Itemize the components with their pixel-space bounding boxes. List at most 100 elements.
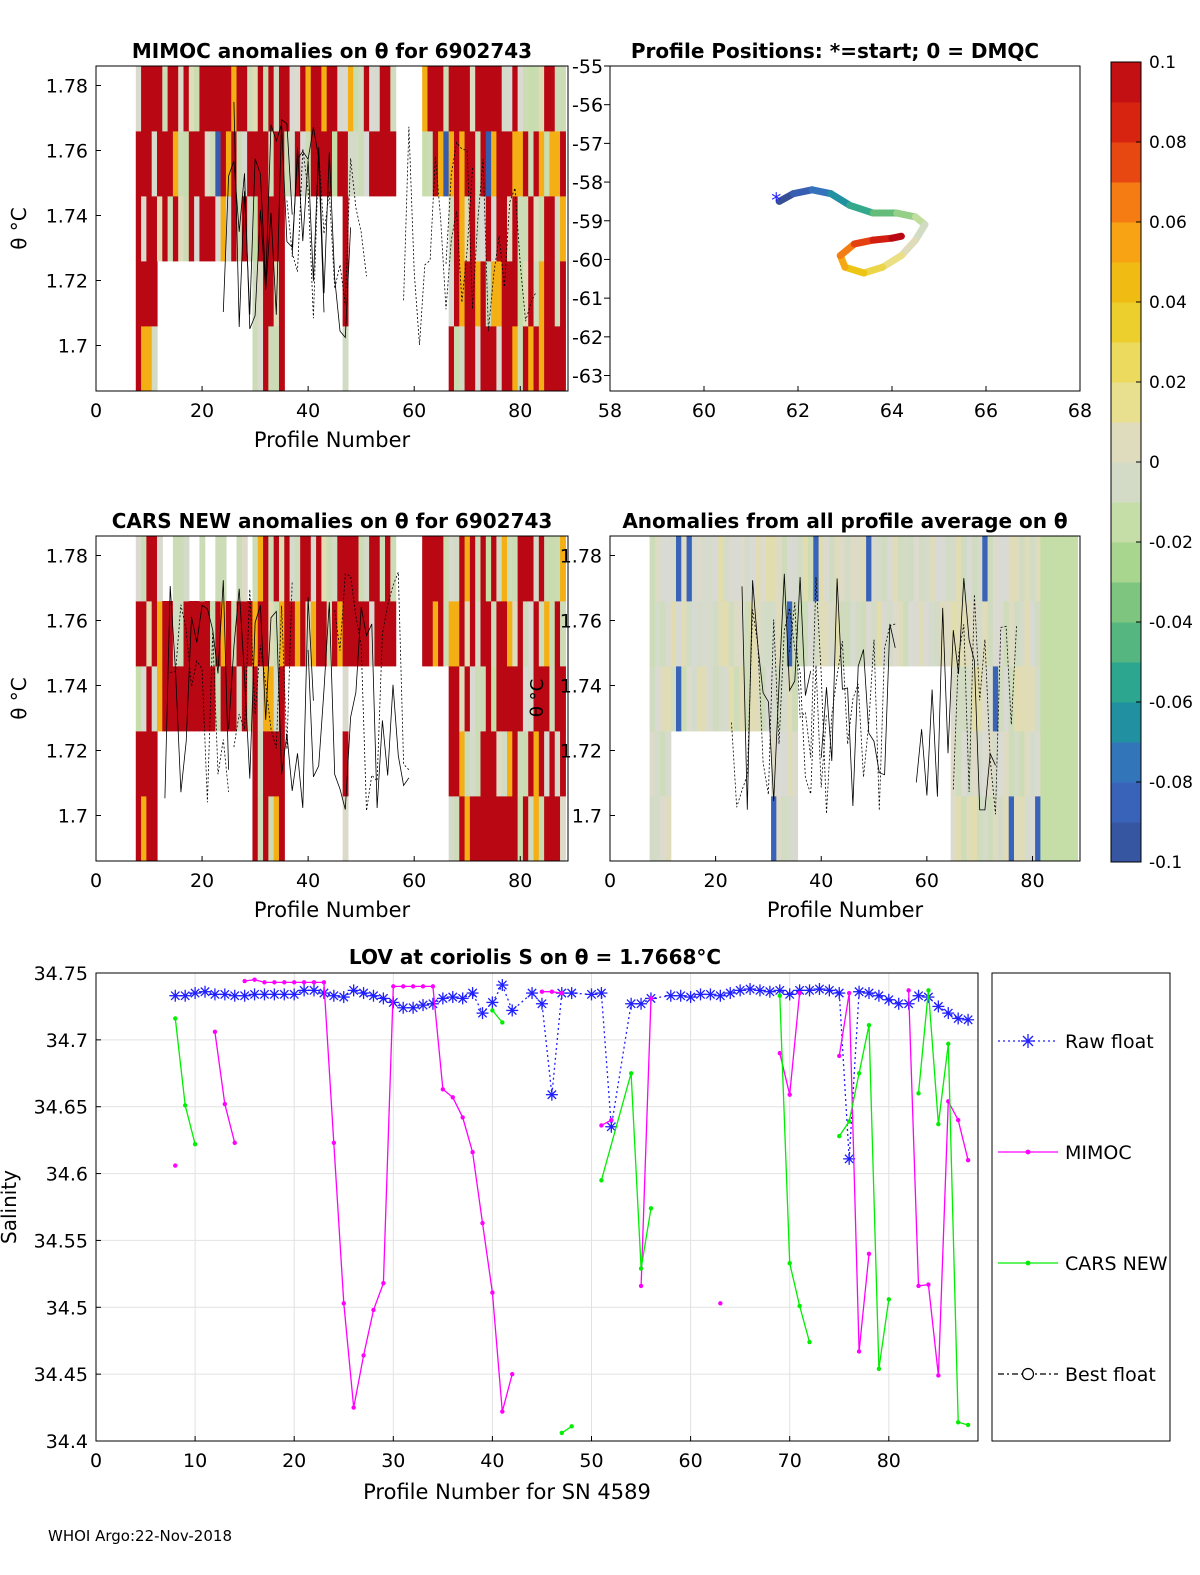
mimoc-point [440,1087,446,1092]
heatmap-cell [485,196,492,262]
colorbar-swatch [1111,782,1141,823]
heatmap-cell [560,261,566,327]
raw-float-point [238,989,251,1002]
heatmap-cell [955,601,962,667]
heatmap-cell [544,666,551,732]
heatmap-cell [517,601,524,667]
colorbar-tick-label: 0.04 [1149,293,1187,313]
heatmap-cell [231,666,238,732]
mimoc-point [599,1123,604,1128]
heatmap-cell [686,536,693,602]
heatmap-cell [945,601,952,667]
cars-new-point [926,988,931,993]
heatmap-cell [771,731,777,797]
heatmap-cell [676,601,682,667]
heatmap-cell [496,66,503,132]
heatmap-cell [422,66,429,132]
heatmap-cell [257,731,264,797]
heatmap-cell [172,196,179,262]
heatmap-cell [485,796,492,862]
heatmap-cell [178,131,185,197]
heatmap-cell [231,601,238,667]
heatmap-cell [507,66,513,132]
mimoc-point [549,989,555,994]
heatmap-cell [903,536,909,602]
heatmap-cell [797,601,804,667]
heatmap-cell [739,601,746,667]
y-tick-label: -56 [572,95,603,117]
heatmap-cell [887,536,894,602]
heatmap-cell [220,196,227,262]
raw-float-point [337,991,350,1004]
heatmap-cell [528,326,535,392]
heatmap-cell [199,196,206,262]
raw-float-point [199,985,212,998]
raw-float-point [466,987,479,1000]
heatmap-cell [544,261,551,327]
colorbar-tick-label: -0.02 [1149,533,1193,553]
heatmap-cell [491,131,497,197]
heatmap-cell [1008,536,1015,602]
heatmap-cell [475,536,482,602]
x-tick-label: 20 [282,1450,306,1472]
heatmap-cell [522,131,529,197]
heatmap-cell [496,196,503,262]
heatmap-cell [1029,731,1036,797]
heatmap-cell [1045,731,1052,797]
heatmap-cell [453,196,460,262]
heatmap-cell [183,131,190,197]
marker-stroke [765,987,775,997]
heatmap-cell [998,666,1005,732]
heatmap-cell [1029,536,1036,602]
legend-item: Best float [998,1364,1156,1386]
mimoc-point [837,1053,842,1059]
heatmap-cell [560,666,566,732]
heatmap-cell [1008,731,1015,797]
heatmap-cell [966,666,973,732]
marker-stroke [349,985,359,996]
raw-float-point [496,979,509,992]
heatmap-cell [507,326,513,392]
heatmap-cell [172,601,179,667]
heatmap-cell [808,601,814,667]
heatmap-cell [1050,731,1057,797]
heatmap-cell [660,796,667,862]
heatmap-cell [881,601,888,667]
heatmap-cell [755,536,762,602]
cars-new-point [916,1091,921,1096]
heatmap-cell [723,601,730,667]
raw-float-point [773,984,786,997]
heatmap-cell [135,326,142,392]
heatmap-cell [194,666,201,732]
heatmap-cell [517,66,524,132]
heatmap-cell [1019,601,1026,667]
heatmap-cell [950,536,957,602]
mimoc-point [480,1220,485,1226]
heatmap-cell [491,66,497,132]
axes-frame [609,65,1081,392]
heatmap-cell [390,66,397,132]
x-axis-label: Profile Number [767,898,924,922]
heatmap-cell [560,196,566,262]
heatmap-cell [204,601,211,667]
heatmap-cell [771,601,777,667]
heatmap-cell [823,601,830,667]
track-segment [846,201,877,217]
heatmap-cell [533,261,540,327]
heatmap-cell [263,196,269,262]
heatmap-cell [781,536,788,602]
y-tick-label: 34.6 [46,1164,88,1186]
heatmap-cell [786,666,793,732]
heatmap-cell [903,601,909,667]
heatmap-cell [448,196,455,262]
heatmap-cell [374,601,381,667]
heatmap-cell [156,536,163,602]
heatmap-cell [802,601,809,667]
y-tick-label: 1.72 [560,741,602,763]
y-tick-label: 1.76 [560,611,602,633]
axes-frame [95,972,979,1442]
heatmap-cell [507,261,513,327]
heatmap-cell [278,796,285,862]
marker-stroke [487,997,498,1008]
heatmap-cell [1045,666,1052,732]
